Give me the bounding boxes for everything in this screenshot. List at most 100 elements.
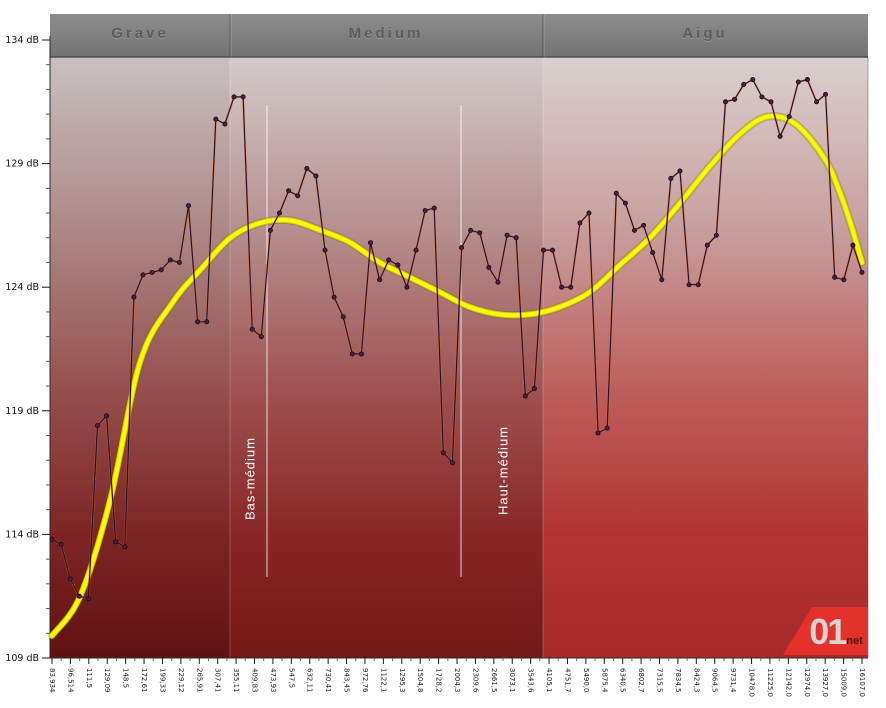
- data-point-marker: [231, 94, 237, 100]
- data-point-marker: [349, 351, 355, 357]
- data-point-marker: [258, 334, 264, 340]
- x-axis-label: 409,83: [251, 668, 259, 693]
- x-axis-label: 111,5: [85, 668, 93, 688]
- zone-label-aigu: Aigu: [682, 25, 728, 42]
- data-point-marker: [495, 279, 501, 285]
- data-point-marker: [158, 267, 164, 273]
- x-axis-label: 5490,0: [582, 668, 590, 693]
- data-point-marker: [222, 121, 228, 127]
- data-point-marker: [504, 232, 510, 238]
- trend-curve: [50, 114, 864, 638]
- data-point-marker: [422, 208, 428, 214]
- data-point-marker: [176, 259, 182, 265]
- data-point-marker: [686, 282, 692, 288]
- data-point-marker: [395, 262, 401, 268]
- data-point-marker: [768, 99, 774, 105]
- data-point-marker: [513, 235, 519, 241]
- x-axis-label: 1122,1: [379, 668, 387, 693]
- data-point-marker: [76, 593, 82, 599]
- x-axis-label: 13927,0: [821, 668, 829, 697]
- y-axis-label: 124 dB: [5, 282, 39, 293]
- data-point-marker: [85, 596, 91, 602]
- logo-01-text: 01: [809, 611, 847, 652]
- data-point-marker: [104, 413, 110, 419]
- data-point-marker: [559, 284, 565, 290]
- x-axis-label: 9731,4: [729, 668, 737, 693]
- x-axis-label: 11225,0: [766, 668, 774, 697]
- data-point-marker: [804, 77, 810, 83]
- data-point-marker: [641, 222, 647, 228]
- data-point-marker: [850, 242, 856, 248]
- data-point-marker: [431, 205, 437, 211]
- data-point-marker: [449, 460, 455, 466]
- x-axis-label: 265,91: [195, 668, 203, 693]
- data-point-marker: [631, 227, 637, 233]
- data-point-marker: [577, 220, 583, 226]
- data-point-marker: [322, 247, 328, 253]
- data-point-marker: [468, 227, 474, 233]
- data-point-marker: [540, 247, 546, 253]
- data-point-marker: [795, 79, 801, 85]
- data-point-marker: [677, 168, 683, 174]
- data-point-marker: [377, 277, 383, 283]
- data-point-marker: [586, 210, 592, 216]
- data-point-marker: [113, 539, 119, 545]
- x-axis-label: 473,93: [269, 668, 277, 693]
- y-axis-label: 119 dB: [5, 406, 39, 417]
- data-point-marker: [340, 314, 346, 320]
- x-axis-label: 4105,1: [545, 668, 553, 693]
- x-axis-label: 972,76: [361, 668, 369, 693]
- data-point-marker: [531, 386, 537, 392]
- x-axis-label: 730,41: [324, 668, 332, 693]
- data-point-marker: [859, 269, 865, 275]
- x-axis-label: 7315,5: [656, 668, 664, 693]
- data-point-marker: [823, 91, 829, 97]
- data-point-marker: [713, 232, 719, 238]
- data-point-marker: [313, 173, 319, 179]
- data-point-marker: [240, 94, 246, 100]
- x-axis-label: 1504,8: [416, 668, 424, 693]
- y-axis-label: 114 dB: [5, 529, 39, 540]
- zone-header-band: [50, 14, 868, 57]
- x-axis-label: 6340,5: [619, 668, 627, 693]
- x-axis-label: 2004,3: [453, 668, 461, 693]
- 01net-logo: 01 net: [806, 610, 866, 654]
- data-point-marker: [722, 99, 728, 105]
- data-point-marker: [267, 227, 273, 233]
- data-point-marker: [595, 430, 601, 436]
- data-point-marker: [49, 536, 55, 542]
- data-point-marker: [413, 247, 419, 253]
- data-point-marker: [622, 200, 628, 206]
- zone-band-aigu: [543, 57, 868, 658]
- data-point-marker: [304, 166, 310, 172]
- data-point-marker: [813, 99, 819, 105]
- data-point-marker: [841, 277, 847, 283]
- data-point-marker: [741, 81, 747, 87]
- x-axis-label: 148,5: [122, 668, 130, 688]
- y-axis-label: 134 dB: [5, 35, 39, 46]
- data-point-marker: [286, 188, 292, 194]
- x-axis-label: 4751,7: [563, 668, 571, 693]
- x-axis-label: 2309,6: [471, 668, 479, 693]
- data-point-marker: [295, 193, 301, 199]
- data-point-marker: [668, 175, 674, 181]
- data-point-marker: [404, 284, 410, 290]
- x-axis-label: 1295,3: [398, 668, 406, 693]
- x-axis-label: 307,41: [214, 668, 222, 693]
- x-axis-label: 8424,3: [692, 668, 700, 693]
- x-axis-label: 172,61: [140, 668, 148, 693]
- data-point-marker: [249, 326, 255, 332]
- data-point-marker: [386, 257, 392, 263]
- x-axis-label: 843,45: [343, 668, 351, 693]
- x-axis-label: 9064,5: [711, 668, 719, 693]
- data-point-marker: [604, 425, 610, 431]
- data-point-marker: [195, 319, 201, 325]
- y-axis-label: 109 dB: [5, 653, 39, 664]
- data-point-marker: [149, 269, 155, 275]
- logo-net-text: net: [846, 635, 863, 647]
- data-point-marker: [650, 250, 656, 256]
- x-axis-label: 15009,0: [840, 668, 848, 697]
- data-point-marker: [167, 257, 173, 263]
- zone-label-grave: Grave: [111, 25, 169, 42]
- data-point-marker: [213, 116, 219, 122]
